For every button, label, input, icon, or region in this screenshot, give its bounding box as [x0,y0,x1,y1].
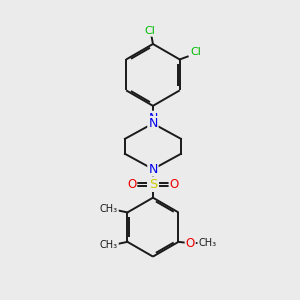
Text: CH₃: CH₃ [198,238,216,248]
Text: Cl: Cl [145,26,155,36]
Text: O: O [169,178,179,191]
Text: S: S [149,178,157,191]
Text: N: N [148,117,158,130]
Text: O: O [186,237,195,250]
Text: O: O [127,178,136,191]
Text: Cl: Cl [190,47,201,57]
Text: CH₃: CH₃ [100,204,118,214]
Text: N: N [148,112,158,125]
Text: CH₃: CH₃ [100,240,118,250]
Text: N: N [148,163,158,176]
